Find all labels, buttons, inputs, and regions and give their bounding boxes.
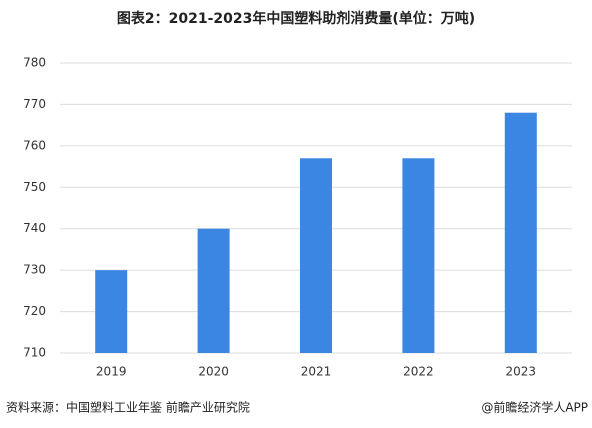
x-tick-label: 2022 <box>403 365 434 379</box>
bar <box>402 158 435 353</box>
y-tick-label: 720 <box>23 304 46 318</box>
y-tick-label: 730 <box>23 263 46 277</box>
credit: @前瞻经济学人APP <box>481 400 588 415</box>
y-tick-label: 710 <box>23 346 46 360</box>
y-tick-label: 780 <box>23 56 46 70</box>
bar <box>300 158 332 353</box>
bar <box>197 228 230 353</box>
x-tick-label: 2021 <box>301 365 332 379</box>
y-tick-label: 760 <box>23 138 46 152</box>
y-tick-label: 750 <box>23 180 46 194</box>
y-tick-label: 770 <box>23 97 46 111</box>
y-tick-label: 740 <box>23 221 46 235</box>
bar <box>95 270 128 353</box>
x-tick-label: 2023 <box>506 365 537 379</box>
x-tick-label: 2019 <box>96 365 127 379</box>
source-note: 资料来源：中国塑料工业年鉴 前瞻产业研究院 <box>6 400 250 415</box>
chart-title: 图表2：2021-2023年中国塑料助剂消费量(单位：万吨) <box>117 10 475 27</box>
bar <box>504 112 537 353</box>
x-tick-label: 2020 <box>198 365 229 379</box>
